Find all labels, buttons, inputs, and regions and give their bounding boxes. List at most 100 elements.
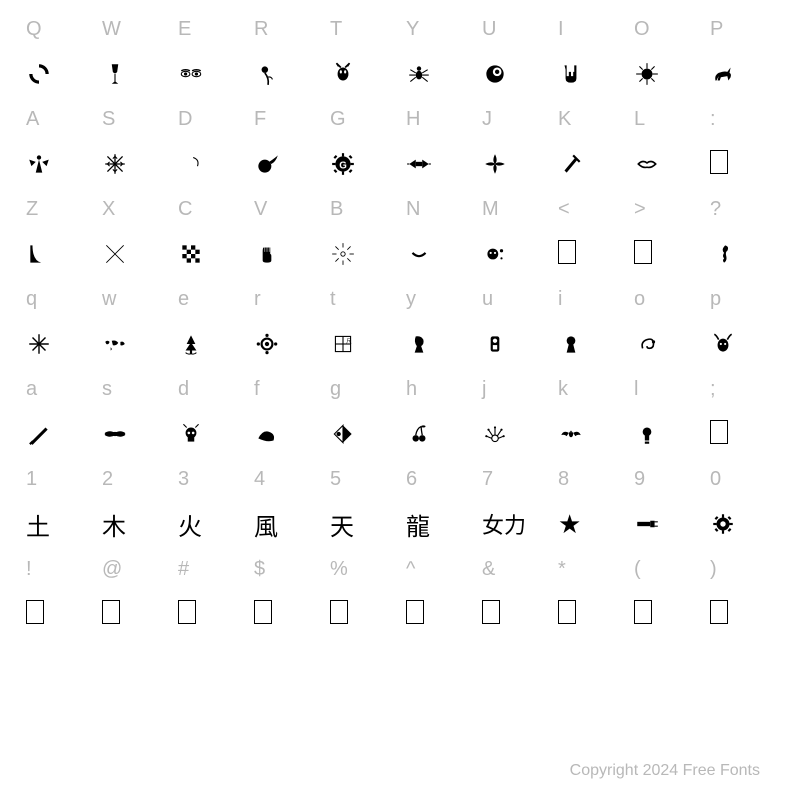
char-label: * xyxy=(552,550,628,588)
char-label: r xyxy=(248,280,324,318)
glyph-fist xyxy=(248,228,324,280)
knight-icon xyxy=(406,331,432,357)
char-label: h xyxy=(400,370,476,408)
char-label: q xyxy=(20,280,96,318)
char-label: g xyxy=(324,370,400,408)
glyph-knight xyxy=(400,318,476,370)
char-label: ( xyxy=(628,550,704,588)
char-label: 3 xyxy=(172,460,248,498)
burst-icon xyxy=(330,241,356,267)
checker-icon xyxy=(178,241,204,267)
glyph-lips xyxy=(628,138,704,190)
char-label: d xyxy=(172,370,248,408)
glyph-snowflake xyxy=(96,138,172,190)
char-label: V xyxy=(248,190,324,228)
glyph-bat xyxy=(552,408,628,460)
char-label: Y xyxy=(400,10,476,48)
kanji-woman-icon: 女力 xyxy=(482,508,526,540)
glyph-spider xyxy=(400,48,476,100)
glyph-empty xyxy=(704,408,780,460)
empty-icon xyxy=(102,600,120,629)
glyph-devil xyxy=(324,48,400,100)
char-label: J xyxy=(476,100,552,138)
glyph-skull xyxy=(172,408,248,460)
skull-icon xyxy=(178,421,204,447)
char-label: Z xyxy=(20,190,96,228)
char-label: w xyxy=(96,280,172,318)
glyph-empty xyxy=(96,588,172,640)
empty-icon xyxy=(26,600,44,629)
glyph-goblet xyxy=(96,48,172,100)
glyph-star: ★ xyxy=(552,498,628,550)
char-label: 5 xyxy=(324,460,400,498)
glyph-empty xyxy=(476,588,552,640)
face-fire-icon xyxy=(710,331,736,357)
char-label: 7 xyxy=(476,460,552,498)
glyph-empty xyxy=(172,588,248,640)
tribal-icon xyxy=(102,421,128,447)
glyph-shuriken xyxy=(476,138,552,190)
char-label: T xyxy=(324,10,400,48)
glyph-knife xyxy=(20,408,96,460)
glyph-keyhole xyxy=(552,318,628,370)
glyph-eyes xyxy=(172,48,248,100)
corner-icon xyxy=(26,241,52,267)
cherries-icon xyxy=(406,421,432,447)
glyph-swirl xyxy=(628,318,704,370)
column-icon xyxy=(482,331,508,357)
char-label: l xyxy=(628,370,704,408)
glyph-empty xyxy=(552,588,628,640)
crescent-icon xyxy=(178,151,204,177)
kanji-fire-icon: 火 xyxy=(178,507,202,542)
swirl-icon xyxy=(634,331,660,357)
fist-icon xyxy=(254,241,280,267)
eye-ball-icon xyxy=(482,61,508,87)
char-label: 6 xyxy=(400,460,476,498)
char-label: D xyxy=(172,100,248,138)
char-label: B xyxy=(324,190,400,228)
star-icon: ★ xyxy=(558,509,581,540)
glyph-rose xyxy=(248,48,324,100)
empty-icon xyxy=(482,600,500,629)
char-label: K xyxy=(552,100,628,138)
smile-icon xyxy=(406,241,432,267)
char-label: W xyxy=(96,10,172,48)
glyph-empty xyxy=(400,588,476,640)
hand-splay-icon xyxy=(482,421,508,447)
sun-ring-icon xyxy=(254,331,280,357)
char-label: ? xyxy=(704,190,780,228)
glyph-cross xyxy=(96,228,172,280)
wave-icon xyxy=(254,421,280,447)
char-label: X xyxy=(96,190,172,228)
glyph-corner xyxy=(20,228,96,280)
glyph-grid-art: 尺 xyxy=(324,318,400,370)
char-label: $ xyxy=(248,550,324,588)
glyph-empty xyxy=(20,588,96,640)
glyph-kanji-woman: 女力 xyxy=(476,498,552,550)
char-label: k xyxy=(552,370,628,408)
copyright-footer: Copyright 2024 Free Fonts xyxy=(570,762,760,780)
gear-icon xyxy=(710,511,736,537)
dagger-icon xyxy=(558,151,584,177)
char-label: M xyxy=(476,190,552,228)
char-label: 9 xyxy=(628,460,704,498)
empty-icon xyxy=(330,600,348,629)
glyph-gear-g: G xyxy=(324,138,400,190)
glyph-fire-ball xyxy=(248,138,324,190)
glyph-crescent xyxy=(172,138,248,190)
empty-icon xyxy=(710,600,728,629)
glyph-gazelle xyxy=(704,48,780,100)
sparkle-icon xyxy=(26,331,52,357)
char-label: t xyxy=(324,280,400,318)
glyph-empty xyxy=(248,588,324,640)
char-label: E xyxy=(172,10,248,48)
knife-icon xyxy=(26,421,52,447)
glyph-compass xyxy=(628,48,704,100)
glyph-dagger xyxy=(552,138,628,190)
char-label: < xyxy=(552,190,628,228)
kanji-sky-icon: 天 xyxy=(330,507,354,542)
fire-ball-icon xyxy=(254,151,280,177)
empty-icon xyxy=(558,600,576,629)
glyph-sparkle xyxy=(20,318,96,370)
char-label: U xyxy=(476,10,552,48)
